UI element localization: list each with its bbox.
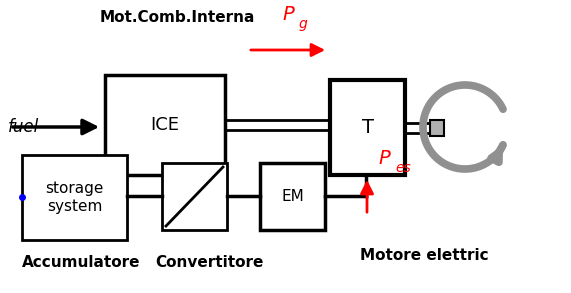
Bar xyxy=(260,163,325,230)
Text: T: T xyxy=(361,118,373,137)
Bar xyxy=(330,80,405,175)
Text: storage
system: storage system xyxy=(45,181,104,214)
Text: P: P xyxy=(282,6,293,25)
Text: Accumulatore: Accumulatore xyxy=(22,255,140,270)
Text: ICE: ICE xyxy=(151,116,179,134)
Bar xyxy=(22,155,127,240)
Bar xyxy=(430,120,444,135)
Text: g: g xyxy=(299,17,308,31)
Text: P: P xyxy=(378,149,390,168)
Text: es: es xyxy=(395,161,411,175)
Text: EM: EM xyxy=(281,189,304,204)
Bar xyxy=(105,75,225,175)
Text: Mot.Comb.Interna: Mot.Comb.Interna xyxy=(100,11,255,25)
Text: Motore elettric: Motore elettric xyxy=(360,248,489,263)
Text: Convertitore: Convertitore xyxy=(155,255,263,270)
Text: fuel: fuel xyxy=(8,118,39,136)
Bar xyxy=(162,163,227,230)
